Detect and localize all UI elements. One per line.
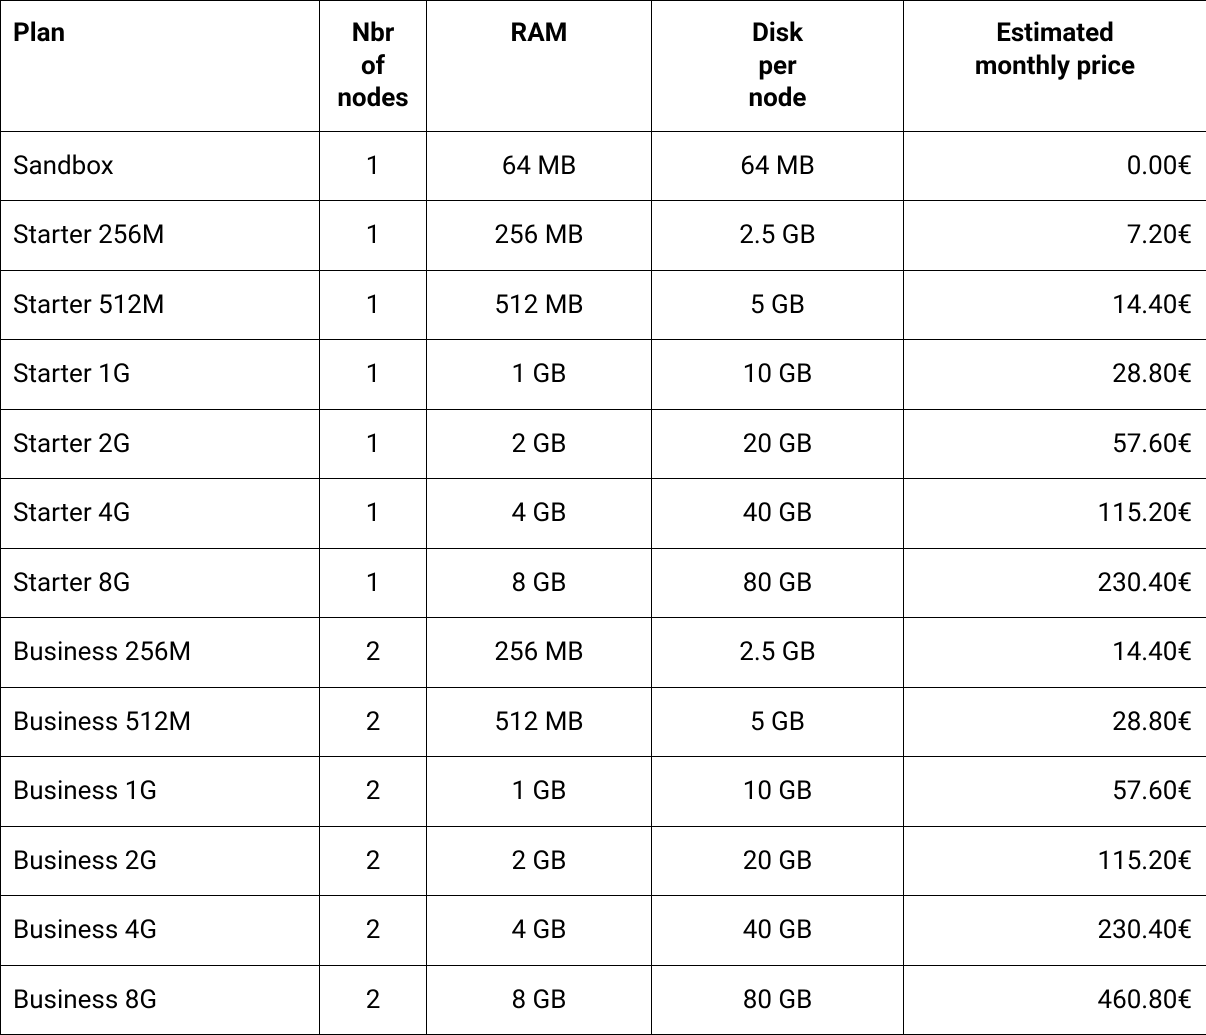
cell-disk: 2.5 GB <box>652 618 904 688</box>
header-nodes: Nbrofnodes <box>320 1 427 132</box>
cell-nodes: 1 <box>320 548 427 618</box>
pricing-table: Plan Nbrofnodes RAM Diskpernode Estimate… <box>0 0 1206 1035</box>
cell-plan: Starter 4G <box>1 479 320 549</box>
cell-nodes: 2 <box>320 896 427 966</box>
cell-price: 7.20€ <box>904 201 1206 271</box>
cell-disk: 10 GB <box>652 757 904 827</box>
table-row: Business 1G21 GB10 GB57.60€ <box>1 757 1206 827</box>
header-ram: RAM <box>427 1 652 132</box>
cell-disk: 10 GB <box>652 340 904 410</box>
table-row: Starter 4G14 GB40 GB115.20€ <box>1 479 1206 549</box>
table-row: Starter 256M1256 MB2.5 GB7.20€ <box>1 201 1206 271</box>
cell-plan: Business 4G <box>1 896 320 966</box>
cell-ram: 4 GB <box>427 479 652 549</box>
cell-disk: 20 GB <box>652 409 904 479</box>
cell-plan: Business 2G <box>1 826 320 896</box>
cell-nodes: 2 <box>320 618 427 688</box>
table-row: Starter 1G11 GB10 GB28.80€ <box>1 340 1206 410</box>
cell-disk: 40 GB <box>652 896 904 966</box>
table-row: Business 8G28 GB80 GB460.80€ <box>1 965 1206 1035</box>
header-text: Plan <box>13 17 307 50</box>
table-row: Business 4G24 GB40 GB230.40€ <box>1 896 1206 966</box>
pricing-table-head: Plan Nbrofnodes RAM Diskpernode Estimate… <box>1 1 1206 132</box>
cell-price: 115.20€ <box>904 479 1206 549</box>
header-plan: Plan <box>1 1 320 132</box>
cell-ram: 256 MB <box>427 618 652 688</box>
header-text: Nbr <box>326 17 420 50</box>
header-text: monthly price <box>916 50 1194 83</box>
cell-nodes: 2 <box>320 757 427 827</box>
cell-price: 57.60€ <box>904 757 1206 827</box>
cell-price: 460.80€ <box>904 965 1206 1035</box>
header-price: Estimatedmonthly price <box>904 1 1206 132</box>
cell-ram: 512 MB <box>427 687 652 757</box>
cell-nodes: 1 <box>320 131 427 201</box>
cell-price: 14.40€ <box>904 618 1206 688</box>
cell-plan: Starter 512M <box>1 270 320 340</box>
cell-ram: 64 MB <box>427 131 652 201</box>
cell-plan: Starter 1G <box>1 340 320 410</box>
table-row: Starter 512M1512 MB5 GB14.40€ <box>1 270 1206 340</box>
cell-nodes: 1 <box>320 340 427 410</box>
cell-price: 115.20€ <box>904 826 1206 896</box>
cell-plan: Business 1G <box>1 757 320 827</box>
header-text: Disk <box>664 17 891 50</box>
cell-disk: 80 GB <box>652 965 904 1035</box>
header-text: per <box>664 50 891 83</box>
header-text: node <box>664 82 891 115</box>
cell-nodes: 1 <box>320 270 427 340</box>
header-text: Estimated <box>916 17 1194 50</box>
cell-disk: 80 GB <box>652 548 904 618</box>
cell-price: 14.40€ <box>904 270 1206 340</box>
cell-ram: 4 GB <box>427 896 652 966</box>
header-text: nodes <box>326 82 420 115</box>
cell-plan: Business 512M <box>1 687 320 757</box>
cell-nodes: 2 <box>320 826 427 896</box>
cell-price: 0.00€ <box>904 131 1206 201</box>
header-row: Plan Nbrofnodes RAM Diskpernode Estimate… <box>1 1 1206 132</box>
cell-plan: Starter 2G <box>1 409 320 479</box>
table-row: Starter 2G12 GB20 GB57.60€ <box>1 409 1206 479</box>
cell-nodes: 1 <box>320 201 427 271</box>
table-row: Business 256M2256 MB2.5 GB14.40€ <box>1 618 1206 688</box>
cell-nodes: 1 <box>320 479 427 549</box>
cell-ram: 2 GB <box>427 826 652 896</box>
cell-disk: 20 GB <box>652 826 904 896</box>
cell-plan: Starter 256M <box>1 201 320 271</box>
cell-ram: 1 GB <box>427 757 652 827</box>
cell-disk: 5 GB <box>652 270 904 340</box>
cell-price: 28.80€ <box>904 340 1206 410</box>
cell-price: 230.40€ <box>904 896 1206 966</box>
cell-ram: 1 GB <box>427 340 652 410</box>
header-text: of <box>326 50 420 83</box>
cell-plan: Sandbox <box>1 131 320 201</box>
cell-disk: 2.5 GB <box>652 201 904 271</box>
cell-plan: Starter 8G <box>1 548 320 618</box>
cell-plan: Business 8G <box>1 965 320 1035</box>
cell-ram: 8 GB <box>427 548 652 618</box>
table-row: Starter 8G18 GB80 GB230.40€ <box>1 548 1206 618</box>
pricing-table-body: Sandbox164 MB64 MB0.00€Starter 256M1256 … <box>1 131 1206 1035</box>
table-row: Business 2G22 GB20 GB115.20€ <box>1 826 1206 896</box>
cell-price: 230.40€ <box>904 548 1206 618</box>
cell-nodes: 1 <box>320 409 427 479</box>
cell-ram: 8 GB <box>427 965 652 1035</box>
cell-ram: 512 MB <box>427 270 652 340</box>
header-disk: Diskpernode <box>652 1 904 132</box>
cell-nodes: 2 <box>320 965 427 1035</box>
cell-nodes: 2 <box>320 687 427 757</box>
cell-ram: 256 MB <box>427 201 652 271</box>
cell-plan: Business 256M <box>1 618 320 688</box>
cell-price: 57.60€ <box>904 409 1206 479</box>
table-row: Sandbox164 MB64 MB0.00€ <box>1 131 1206 201</box>
cell-disk: 5 GB <box>652 687 904 757</box>
cell-price: 28.80€ <box>904 687 1206 757</box>
cell-disk: 40 GB <box>652 479 904 549</box>
cell-disk: 64 MB <box>652 131 904 201</box>
header-text: RAM <box>439 17 639 50</box>
table-row: Business 512M2512 MB5 GB28.80€ <box>1 687 1206 757</box>
cell-ram: 2 GB <box>427 409 652 479</box>
